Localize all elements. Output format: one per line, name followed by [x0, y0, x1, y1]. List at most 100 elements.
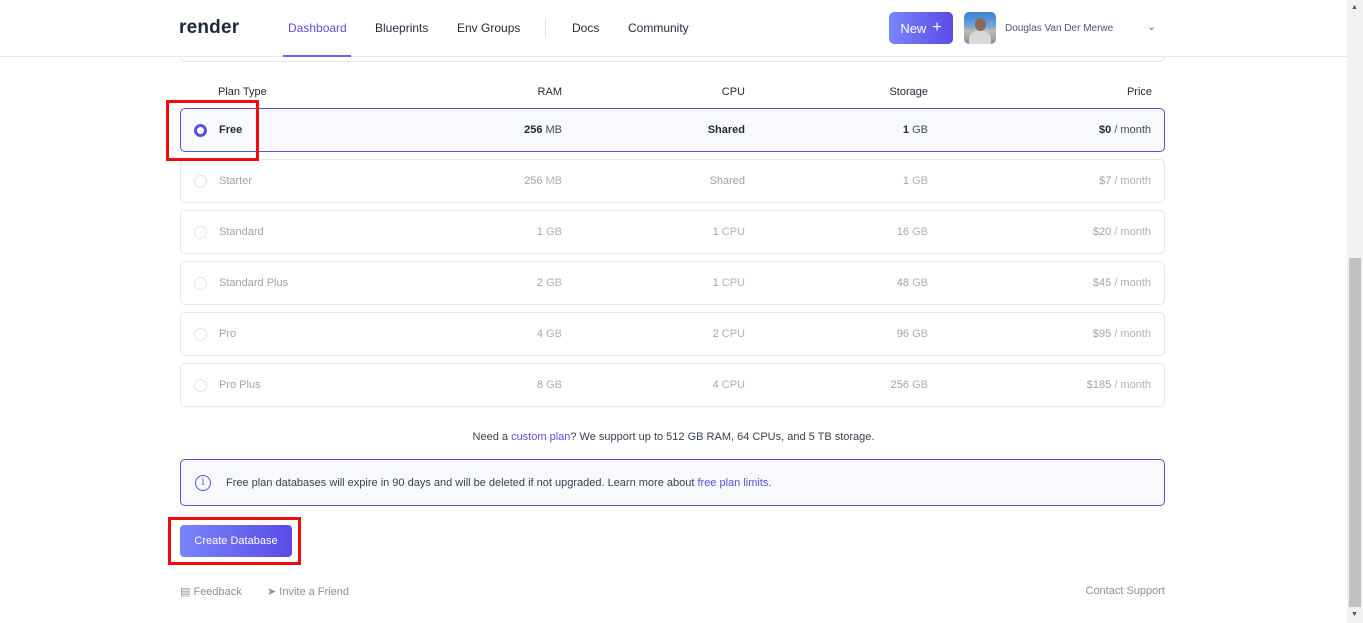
- custom-plan-note: Need a custom plan? We support up to 512…: [0, 431, 1347, 443]
- header-ram: RAM: [537, 86, 562, 98]
- storage-cell: 16 GB: [897, 226, 928, 238]
- ram-cell: 256 MB: [524, 124, 562, 136]
- invite-friend-link[interactable]: ➤ Invite a Friend: [267, 585, 349, 598]
- cpu-cell-value: 1: [712, 226, 719, 238]
- price-cell: $185 / month: [1087, 379, 1151, 391]
- price-cell-unit: / month: [1114, 277, 1151, 289]
- scrollbar-thumb[interactable]: [1349, 258, 1361, 607]
- send-icon: ➤: [267, 586, 277, 598]
- ram-cell-unit: GB: [546, 226, 562, 238]
- storage-cell-unit: GB: [912, 379, 928, 391]
- nav-blueprints[interactable]: Blueprints: [375, 21, 429, 35]
- plan-radio[interactable]: [194, 175, 207, 188]
- storage-cell: 256 GB: [891, 379, 928, 391]
- cpu-cell-unit: CPU: [721, 226, 745, 238]
- cpu-cell-value: 2: [712, 328, 719, 340]
- info-text: Free plan databases will expire in 90 da…: [226, 477, 698, 489]
- plan-radio[interactable]: [194, 379, 207, 392]
- cpu-cell-value: Shared: [709, 175, 745, 187]
- plan-radio[interactable]: [194, 277, 207, 290]
- storage-cell: 1 GB: [903, 124, 928, 136]
- scroll-down-icon[interactable]: ▼: [1351, 611, 1358, 618]
- price-cell-value: $185: [1086, 379, 1112, 391]
- cpu-cell: 2 CPU: [713, 328, 745, 340]
- ram-cell-unit: GB: [546, 328, 562, 340]
- plan-radio[interactable]: [194, 328, 207, 341]
- plan-name: Pro Plus: [219, 379, 261, 391]
- cpu-cell-value: 1: [712, 277, 719, 289]
- feedback-icon: ▤: [180, 586, 191, 598]
- storage-cell: 1 GB: [903, 175, 928, 187]
- cpu-cell: 4 CPU: [713, 379, 745, 391]
- custom-plan-link[interactable]: custom plan: [511, 431, 571, 443]
- plan-radio[interactable]: [194, 124, 207, 137]
- ram-cell: 4 GB: [537, 328, 562, 340]
- plan-name: Pro: [219, 328, 237, 340]
- nav-dashboard[interactable]: Dashboard: [288, 21, 347, 35]
- create-database-button[interactable]: Create Database: [180, 525, 292, 557]
- free-plan-limits-link[interactable]: free plan limits: [697, 477, 769, 489]
- ram-cell-value: 8: [536, 379, 544, 391]
- price-cell: $7 / month: [1099, 175, 1151, 187]
- active-tab-indicator: [283, 55, 351, 57]
- price-cell-value: $20: [1092, 226, 1112, 238]
- storage-cell-value: 1: [902, 175, 910, 187]
- header-plan-type: Plan Type: [218, 86, 267, 98]
- storage-cell-value: 96: [896, 328, 910, 340]
- storage-cell-value: 256: [890, 379, 910, 391]
- plan-row-free[interactable]: Free 256 MB Shared 1 GB $0 / month: [180, 108, 1165, 152]
- price-cell-unit: / month: [1114, 124, 1151, 136]
- plan-row-standard-plus[interactable]: Standard Plus 2 GB 1 CPU 48 GB $45 / month: [180, 261, 1165, 305]
- ram-cell-value: 256: [524, 124, 543, 136]
- note-text-end: ? We support up to 512 GB RAM, 64 CPUs, …: [570, 431, 875, 443]
- storage-cell: 96 GB: [897, 328, 928, 340]
- plan-name: Standard: [219, 226, 264, 238]
- storage-cell: 48 GB: [897, 277, 928, 289]
- price-cell: $20 / month: [1093, 226, 1151, 238]
- plan-radio[interactable]: [194, 226, 207, 239]
- storage-cell-unit: GB: [912, 175, 928, 187]
- user-name[interactable]: Douglas Van Der Merwe: [1005, 23, 1114, 34]
- new-button[interactable]: New +: [889, 12, 953, 44]
- header-storage: Storage: [889, 86, 928, 98]
- info-icon: i: [195, 475, 211, 491]
- cpu-cell-value: 4: [712, 379, 719, 391]
- ram-cell-unit: GB: [546, 277, 562, 289]
- highlight-box-free: [166, 100, 259, 161]
- plan-row-starter[interactable]: Starter 256 MB Shared 1 GB $7 / month: [180, 159, 1165, 203]
- logo[interactable]: render: [179, 17, 240, 38]
- cpu-cell-value: Shared: [707, 124, 745, 136]
- price-cell-unit: / month: [1114, 379, 1151, 391]
- avatar[interactable]: [964, 12, 996, 44]
- plan-row-pro[interactable]: Pro 4 GB 2 CPU 96 GB $95 / month: [180, 312, 1165, 356]
- feedback-label: Feedback: [193, 586, 242, 598]
- ram-cell-value: 2: [536, 277, 544, 289]
- info-text-end: .: [768, 477, 772, 489]
- storage-cell-unit: GB: [912, 124, 928, 136]
- cpu-cell: Shared: [710, 175, 745, 187]
- ram-cell-unit: GB: [546, 379, 562, 391]
- plan-row-standard[interactable]: Standard 1 GB 1 CPU 16 GB $20 / month: [180, 210, 1165, 254]
- price-cell: $95 / month: [1093, 328, 1151, 340]
- top-nav: render Dashboard Blueprints Env Groups D…: [0, 0, 1347, 57]
- new-button-label: New: [900, 20, 927, 36]
- plan-row-pro-plus[interactable]: Pro Plus 8 GB 4 CPU 256 GB $185 / month: [180, 363, 1165, 407]
- contact-support-link[interactable]: Contact Support: [1085, 585, 1166, 597]
- feedback-link[interactable]: ▤ Feedback: [180, 585, 242, 598]
- ram-cell: 256 MB: [524, 175, 562, 187]
- nav-divider: [545, 18, 546, 38]
- scroll-up-icon[interactable]: ▲: [1351, 4, 1358, 11]
- highlight-box-create: [168, 517, 301, 565]
- nav-env-groups[interactable]: Env Groups: [457, 21, 521, 35]
- nav-community[interactable]: Community: [628, 21, 689, 35]
- nav-docs[interactable]: Docs: [572, 21, 600, 35]
- chevron-down-icon[interactable]: ⌄: [1147, 21, 1157, 33]
- header-cpu: CPU: [721, 86, 745, 98]
- cpu-cell: Shared: [708, 124, 745, 136]
- price-cell-value: $45: [1092, 277, 1112, 289]
- storage-cell-unit: GB: [912, 277, 928, 289]
- ram-cell-value: 1: [536, 226, 544, 238]
- price-cell-unit: / month: [1114, 226, 1151, 238]
- scrollbar[interactable]: ▲ ▼: [1347, 0, 1363, 623]
- cpu-cell: 1 CPU: [713, 226, 745, 238]
